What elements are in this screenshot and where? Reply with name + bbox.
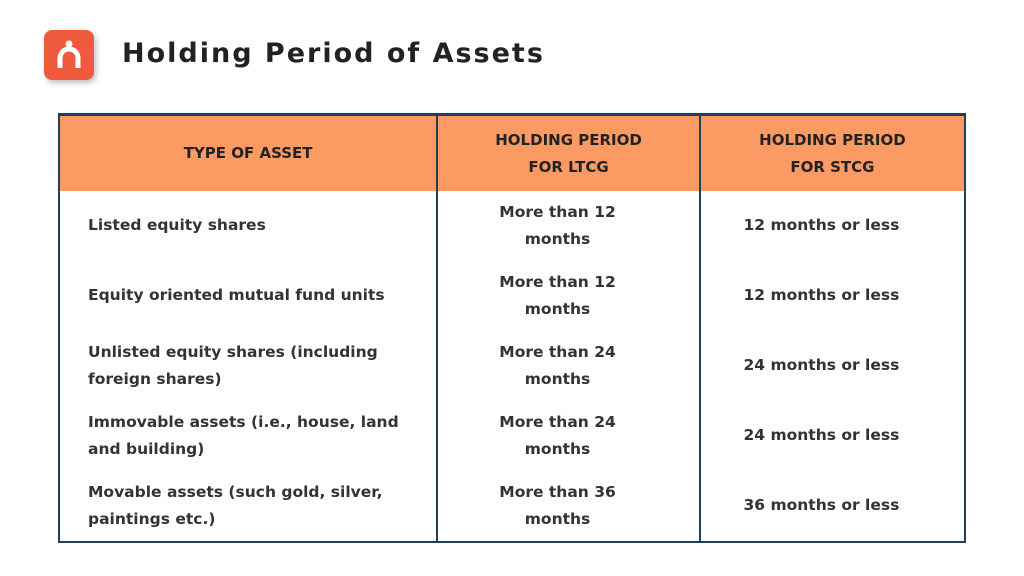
column-header: HOLDING PERIOD FOR STCG bbox=[698, 113, 967, 191]
cell: More than 12 months bbox=[436, 260, 701, 331]
cell: 12 months or less bbox=[698, 191, 967, 261]
cell: Unlisted equity shares (including foreig… bbox=[57, 330, 439, 401]
cell: Equity oriented mutual fund units bbox=[57, 260, 439, 331]
cell: Movable assets (such gold, silver, paint… bbox=[57, 470, 439, 544]
cell: Listed equity shares bbox=[57, 191, 439, 261]
cell: More than 24 months bbox=[436, 330, 701, 401]
cell: 12 months or less bbox=[698, 260, 967, 331]
row: Equity oriented mutual fund units More th… bbox=[57, 260, 967, 331]
cell: Immovable assets (i.e., house, land and … bbox=[57, 400, 439, 471]
cell: 24 months or less bbox=[698, 400, 967, 471]
row: Unlisted equity shares (including foreig… bbox=[57, 330, 967, 401]
cell: More than 36 months bbox=[436, 470, 701, 544]
title: Holding Period of Assets bbox=[122, 38, 545, 69]
row: Immovable assets (i.e., house, land and … bbox=[57, 400, 967, 471]
column-header: HOLDING PERIOD FOR LTCG bbox=[436, 113, 701, 191]
table: TYPE OF ASSET HOLDING PERIOD FOR LTCG HOLD… bbox=[57, 113, 967, 544]
logo-icon bbox=[57, 40, 81, 68]
column-header: TYPE OF ASSET bbox=[57, 113, 439, 191]
row: Movable assets (such gold, silver, paint… bbox=[57, 470, 967, 544]
row: Listed equity shares More than 12 months 1… bbox=[57, 191, 967, 261]
cell: More than 24 months bbox=[436, 400, 701, 471]
logo bbox=[44, 30, 94, 80]
cell: More than 12 months bbox=[436, 191, 701, 261]
cell: 36 months or less bbox=[698, 470, 967, 544]
cell: 24 months or less bbox=[698, 330, 967, 401]
